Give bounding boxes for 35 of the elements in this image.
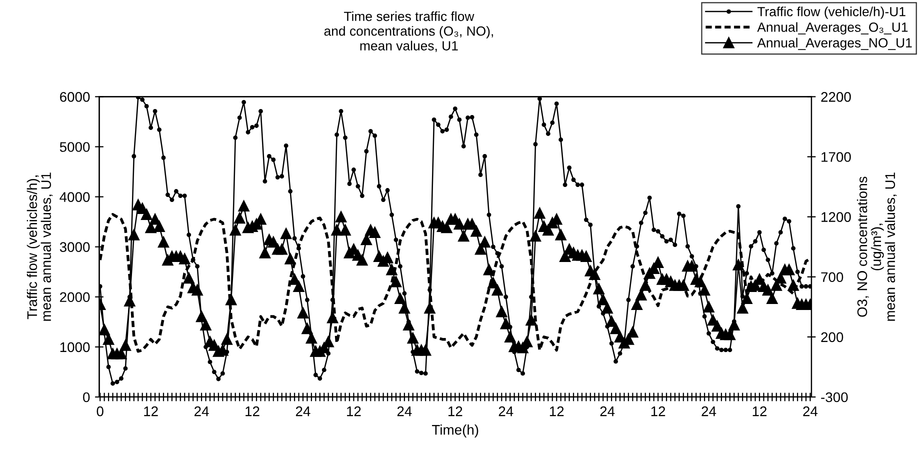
y-tick-label: 0 <box>83 392 90 402</box>
y2-axis-title: O3, NO concentrations (ug/m³), mean annual values, U1 <box>856 172 897 321</box>
legend-label: Traffic flow (vehicle/h)-U1 <box>757 6 906 19</box>
y2-tick-label: 700 <box>821 272 844 282</box>
y-tick-label: 4000 <box>60 192 90 202</box>
y-tick-label: 2000 <box>60 292 90 302</box>
x-tick-label: 24 <box>296 406 310 416</box>
legend-label: Annual_Averages_O₃_U1 <box>757 22 908 34</box>
x-axis-title: Time(h) <box>432 424 478 438</box>
x-tick-label: 0 <box>96 406 104 416</box>
x-tick-label: 12 <box>448 406 462 416</box>
y2-tick-label: -300 <box>821 392 848 402</box>
legend-label: Annual_Averages_NO_U1 <box>757 38 912 50</box>
x-tick-label: 24 <box>397 406 412 416</box>
y2-tick-label: 1200 <box>822 212 851 222</box>
y-axis-title: Traffic flow (vehicles/h), mean annual values, U1 <box>26 172 53 321</box>
x-tick-label: 12 <box>144 406 158 416</box>
x-tick-label: 12 <box>246 406 260 416</box>
x-tick-label: 24 <box>702 406 716 416</box>
chart-title: Time series traffic flow and concentrations (O₃, NO), mean values, U1 <box>324 11 493 52</box>
x-tick-label: 24 <box>600 406 615 416</box>
x-tick-label: 24 <box>498 406 514 416</box>
x-tick-label: 24 <box>803 406 818 416</box>
y2-tick-label: 200 <box>821 332 844 342</box>
x-tick-label: 24 <box>194 406 209 416</box>
x-tick-label: 12 <box>347 406 361 416</box>
y2-tick-label: 2200 <box>821 92 851 102</box>
x-tick-label: 12 <box>651 406 666 416</box>
y-tick-label: 3000 <box>60 242 90 252</box>
x-tick-label: 12 <box>550 406 564 416</box>
y-tick-label: 1000 <box>60 342 90 352</box>
y-tick-label: 5000 <box>60 142 90 152</box>
x-tick-label: 12 <box>752 406 767 416</box>
y-tick-label: 6000 <box>60 92 90 102</box>
y2-tick-label: 1700 <box>822 152 851 162</box>
